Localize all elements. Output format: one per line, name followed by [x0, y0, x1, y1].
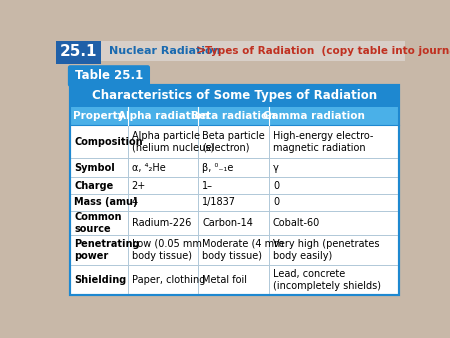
Text: Beta particle
(electron): Beta particle (electron) [202, 131, 265, 153]
Text: Lead, concrete
(incompletely shields): Lead, concrete (incompletely shields) [273, 269, 381, 291]
Bar [70, 85, 399, 295]
Text: Very high (penetrates
body easily): Very high (penetrates body easily) [273, 239, 379, 261]
Text: Types of Radiation  (copy table into journal): Types of Radiation (copy table into jour… [205, 46, 450, 56]
Text: High-energy electro-
magnetic radiation: High-energy electro- magnetic radiation [273, 131, 373, 153]
Text: Composition: Composition [74, 137, 143, 147]
Text: Beta radiation: Beta radiation [191, 111, 276, 121]
Text: 2+: 2+ [131, 180, 146, 191]
Text: Paper, clothing: Paper, clothing [131, 275, 205, 285]
Text: Characteristics of Some Types of Radiation: Characteristics of Some Types of Radiati… [92, 90, 377, 102]
Text: Alpha particle
(helium nucleus): Alpha particle (helium nucleus) [131, 131, 214, 153]
Text: 4: 4 [131, 197, 138, 207]
Text: Low (0.05 mm
body tissue): Low (0.05 mm body tissue) [131, 239, 202, 261]
Text: Table 25.1: Table 25.1 [75, 70, 143, 82]
Text: Carbon-14: Carbon-14 [202, 218, 253, 228]
Text: Property: Property [73, 111, 125, 121]
Text: 1–: 1– [202, 180, 213, 191]
Text: Alpha radiation: Alpha radiation [117, 111, 208, 121]
Text: α, ⁴₂He: α, ⁴₂He [131, 163, 165, 173]
Text: Shielding: Shielding [74, 275, 126, 285]
FancyBboxPatch shape [68, 65, 150, 87]
Text: Radium-226: Radium-226 [131, 218, 191, 228]
Text: 0: 0 [273, 197, 279, 207]
Text: Penetrating
power: Penetrating power [74, 239, 140, 261]
Text: >: > [196, 45, 206, 58]
Text: Cobalt-60: Cobalt-60 [273, 218, 320, 228]
Text: β, ⁰₋₁e: β, ⁰₋₁e [202, 163, 234, 173]
Bar [70, 85, 399, 295]
Text: Charge: Charge [74, 180, 113, 191]
Text: Symbol: Symbol [74, 163, 115, 173]
Text: Moderate (4 mm
body tissue): Moderate (4 mm body tissue) [202, 239, 284, 261]
Text: Common
source: Common source [74, 212, 122, 234]
Bar [70, 85, 399, 107]
Text: Mass (amu): Mass (amu) [74, 197, 138, 207]
Text: 1/1837: 1/1837 [202, 197, 236, 207]
Bar [56, 41, 405, 61]
Text: Metal foil: Metal foil [202, 275, 247, 285]
Bar [70, 107, 399, 125]
Text: Gamma radiation: Gamma radiation [263, 111, 365, 121]
Text: 0: 0 [273, 180, 279, 191]
Text: 25.1: 25.1 [60, 44, 98, 59]
Text: Nuclear Radiation: Nuclear Radiation [109, 46, 220, 56]
Text: γ: γ [273, 163, 279, 173]
Bar [56, 41, 101, 64]
